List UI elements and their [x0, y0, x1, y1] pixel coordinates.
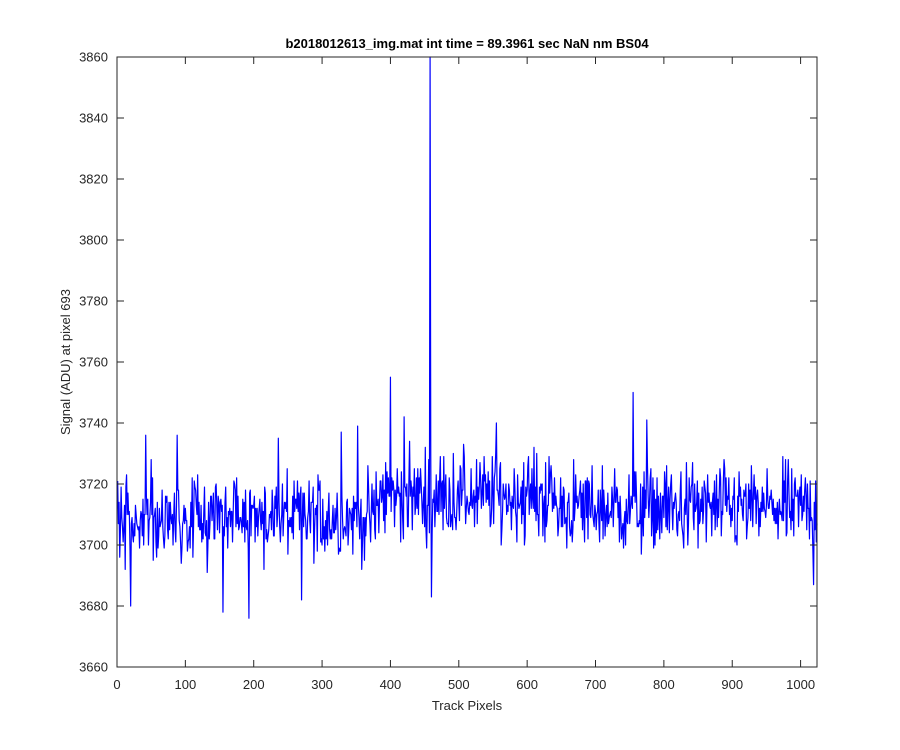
- x-tick-label: 1000: [786, 677, 815, 692]
- y-tick-label: 3740: [79, 416, 108, 431]
- x-tick-label: 300: [311, 677, 333, 692]
- y-tick-label: 3700: [79, 538, 108, 553]
- tick-layer: 0 100 200 300 400 500 600 700 800 900 1000 3660 3680…: [79, 50, 817, 692]
- x-tick-label: 0: [113, 677, 120, 692]
- y-tick-label: 3680: [79, 599, 108, 614]
- plot-area: [117, 57, 817, 667]
- axes-box: [116, 56, 818, 668]
- y-tick-label: 3800: [79, 233, 108, 248]
- y-tick-label: 3860: [79, 50, 108, 65]
- x-tick-label: 500: [448, 677, 470, 692]
- x-tick-label: 600: [516, 677, 538, 692]
- y-tick-label: 3720: [79, 477, 108, 492]
- y-tick-label: 3760: [79, 355, 108, 370]
- y-axis-label: Signal (ADU) at pixel 693: [58, 289, 73, 435]
- y-tick-label: 3660: [79, 660, 108, 675]
- x-tick-label: 100: [175, 677, 197, 692]
- y-tick-label: 3840: [79, 111, 108, 126]
- x-tick-label: 800: [653, 677, 675, 692]
- x-tick-label: 200: [243, 677, 265, 692]
- y-tick-label: 3820: [79, 172, 108, 187]
- x-tick-label: 900: [721, 677, 743, 692]
- x-axis-label: Track Pixels: [432, 698, 503, 713]
- chart-title: b2018012613_img.mat int time = 89.3961 s…: [285, 36, 649, 51]
- y-tick-label: 3780: [79, 294, 108, 309]
- series-line: [117, 56, 818, 619]
- series-layer: [117, 56, 818, 619]
- x-tick-label: 700: [585, 677, 607, 692]
- x-tick-label: 400: [380, 677, 402, 692]
